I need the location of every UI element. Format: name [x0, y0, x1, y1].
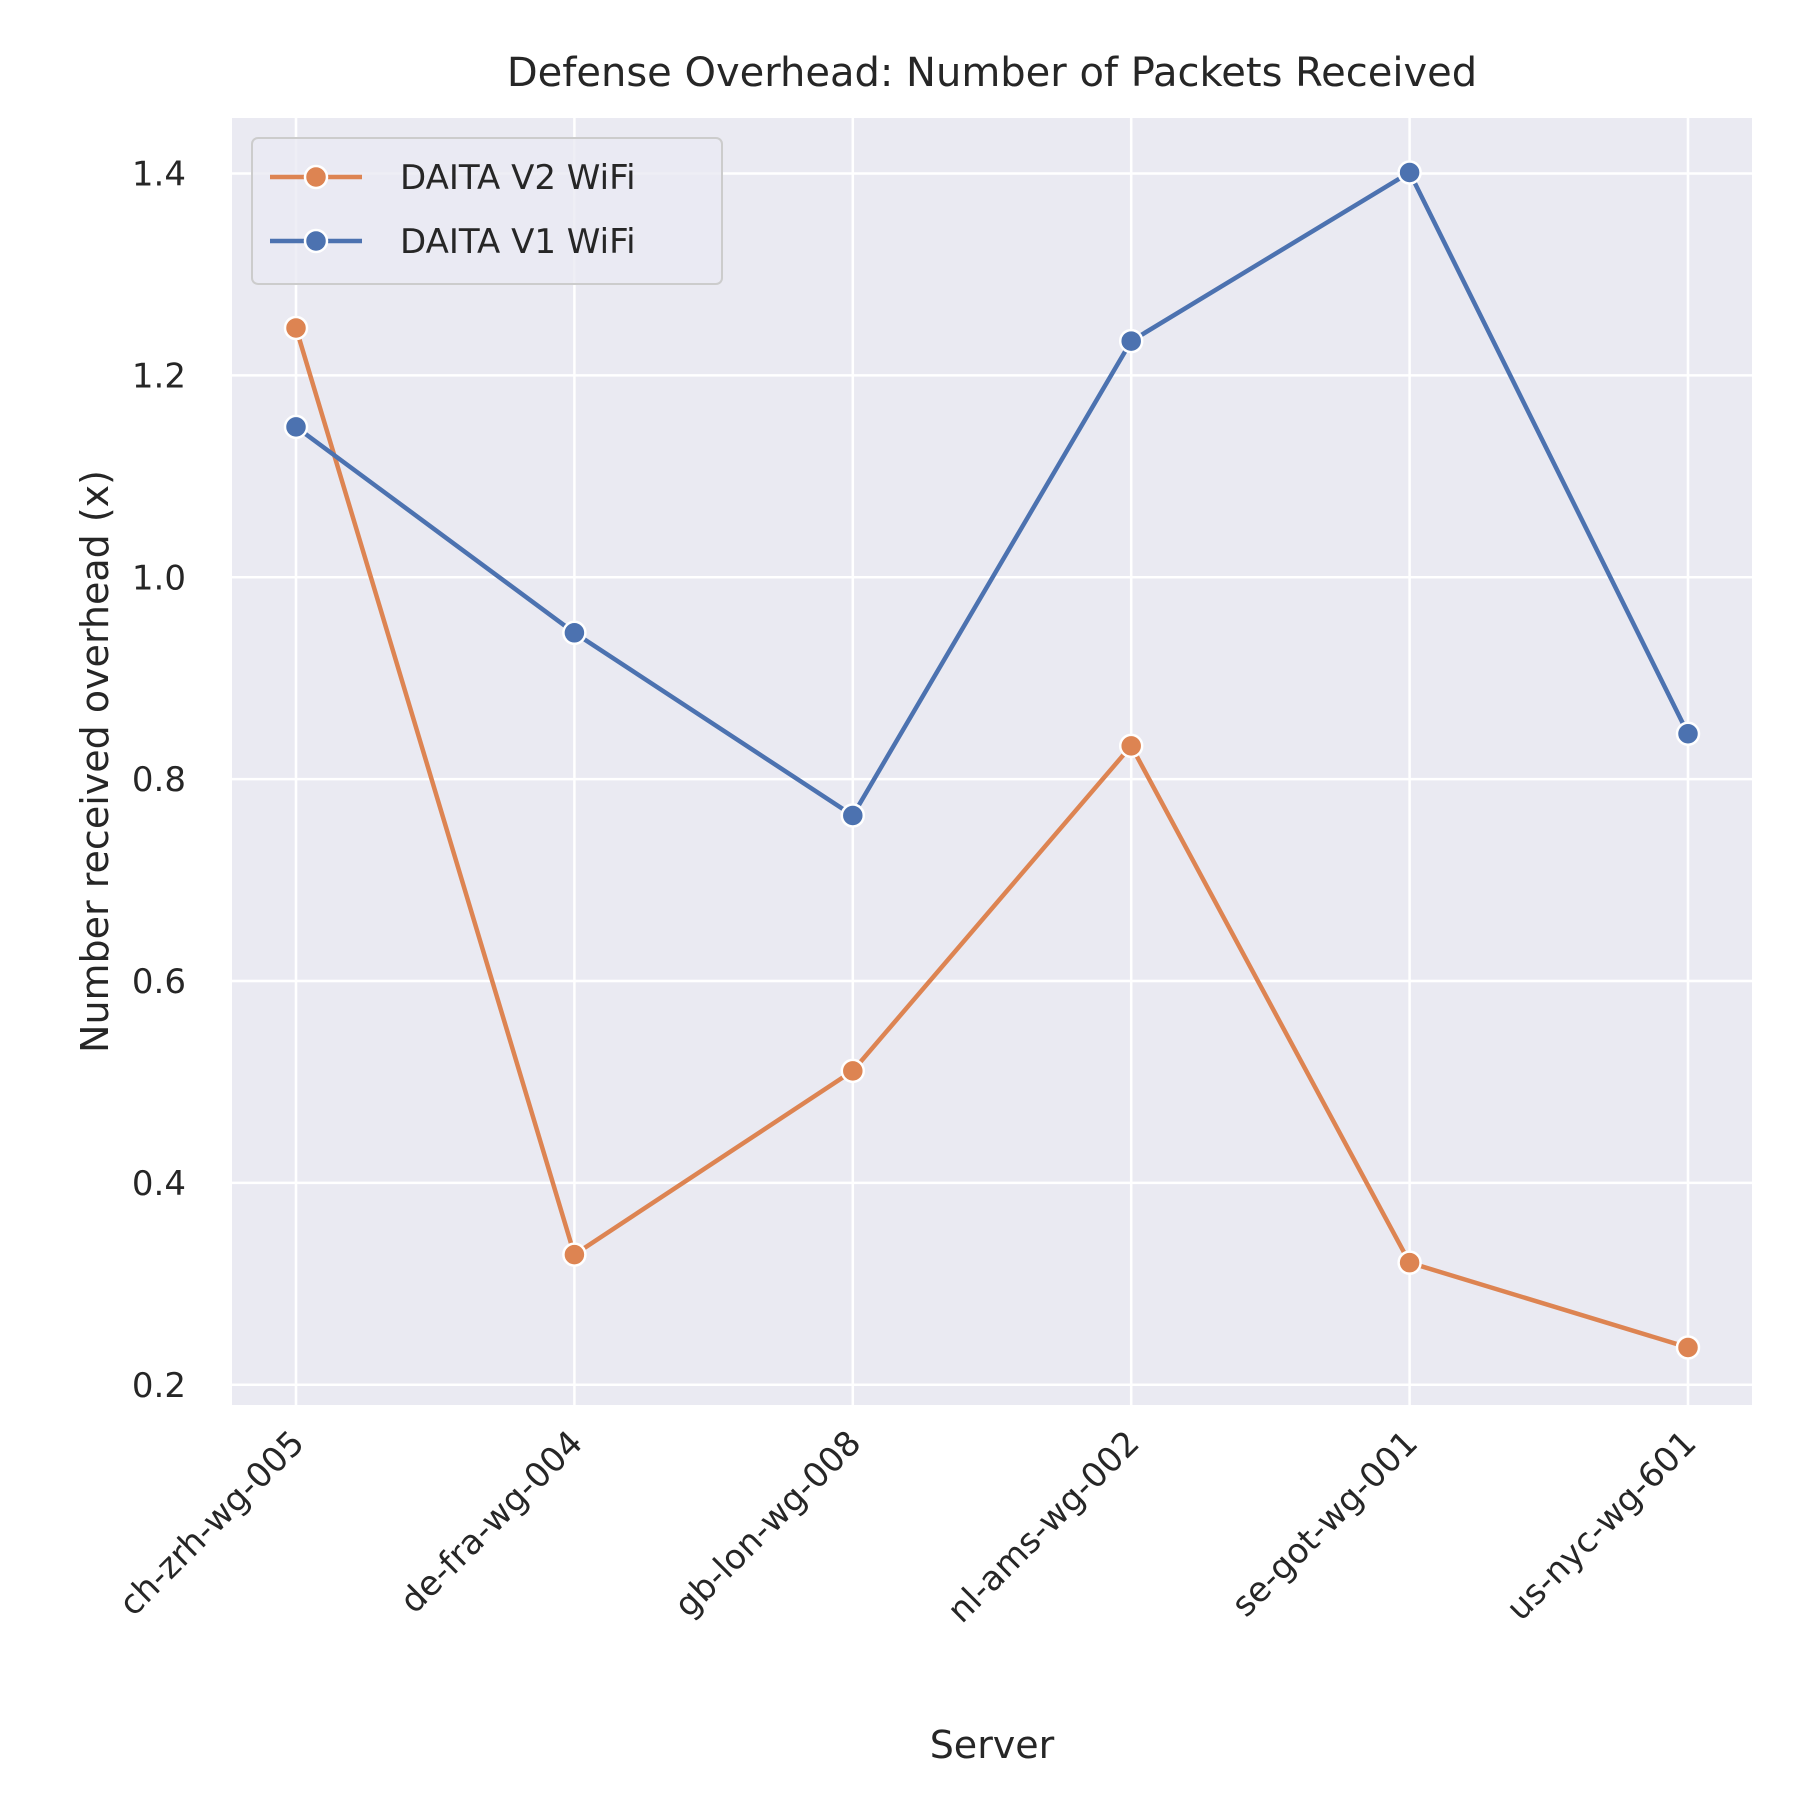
data-point: [1397, 1250, 1422, 1275]
data-point: [840, 803, 866, 828]
data-point: [1118, 328, 1144, 354]
legend-frame: [251, 137, 723, 285]
series-2: [283, 160, 1701, 828]
data-point: [283, 414, 309, 440]
legend-item: DAITA V2 WiFi: [270, 158, 636, 198]
y-tick-label: 0.8: [132, 760, 186, 800]
x-tick-label: nl-ams-wg-002: [940, 1423, 1148, 1631]
legend: DAITA V2 WiFi DAITA V1 WiFi: [251, 137, 723, 285]
data-point: [1118, 733, 1144, 759]
data-point: [840, 1058, 866, 1084]
y-tick-label: 0.6: [132, 962, 186, 1002]
x-tick-label: de-fra-wg-004: [393, 1423, 591, 1621]
x-tick-label: gb-lon-wg-008: [667, 1423, 869, 1625]
x-axis-title: Server: [930, 1723, 1055, 1767]
data-point: [1397, 160, 1422, 185]
y-tick-labels: 0.2 0.4 0.6 0.8 1.0 1.2 1.4: [132, 155, 186, 1406]
y-tick-label: 0.2: [132, 1366, 186, 1406]
y-axis-title: Number received overhead (x): [73, 470, 117, 1053]
series-layer: [283, 160, 1701, 1360]
legend-marker: [303, 164, 329, 190]
legend-marker: [303, 228, 329, 254]
y-tick-label: 1.4: [132, 155, 186, 195]
legend-item: DAITA V1 WiFi: [270, 222, 636, 262]
series-line: [293, 327, 1689, 1350]
data-point: [562, 1242, 587, 1267]
data-point: [562, 620, 587, 646]
legend-label: DAITA V2 WiFi: [400, 158, 636, 198]
x-tick-label: us-nyc-wg-601: [1499, 1423, 1705, 1629]
x-tick-label: ch-zrh-wg-005: [111, 1423, 312, 1624]
y-tick-label: 1.2: [132, 356, 186, 396]
y-tick-label: 1.0: [132, 558, 186, 598]
chart-title: Defense Overhead: Number of Packets Rece…: [507, 50, 1477, 96]
x-tick-label: se-got-wg-001: [1224, 1423, 1426, 1625]
y-tick-label: 0.4: [132, 1164, 186, 1204]
series-1: [283, 315, 1701, 1360]
data-point: [1675, 721, 1701, 746]
data-point: [1675, 1335, 1701, 1360]
x-tick-labels: ch-zrh-wg-005 de-fra-wg-004 gb-lon-wg-008 n…: [111, 1423, 1704, 1631]
legend-label: DAITA V1 WiFi: [400, 222, 636, 262]
series-line: [294, 170, 1691, 818]
plot-background: [232, 118, 1752, 1405]
data-point: [283, 315, 309, 341]
